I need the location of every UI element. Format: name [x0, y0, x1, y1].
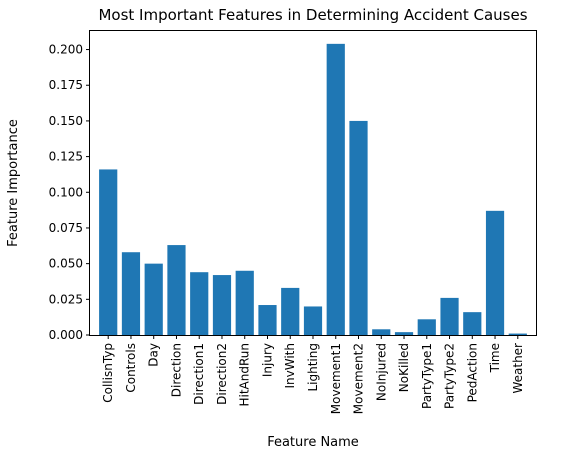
bar-direction2 — [212, 275, 232, 335]
bar-lighting — [303, 306, 323, 335]
x-tick-label: Time — [488, 343, 502, 373]
bar-movement1 — [326, 43, 345, 335]
bar-partytype1 — [417, 319, 436, 335]
bar-noinjured — [372, 329, 391, 335]
x-tick-label: Weather — [511, 343, 525, 394]
bar-weather — [508, 333, 527, 335]
y-axis-label: Feature Importance — [6, 119, 21, 247]
x-tick-label: InvWith — [283, 343, 297, 389]
y-tick-label: 0.050 — [49, 257, 83, 271]
bar-collisntyp — [99, 169, 118, 335]
x-axis-label: Feature Name — [267, 435, 359, 450]
y-tick-label: 0.025 — [49, 292, 83, 306]
x-tick-label: CollisnTyp — [101, 343, 115, 403]
bar-pedaction — [463, 312, 482, 335]
x-tick-label: NoInjured — [374, 343, 388, 401]
x-axis: CollisnTyp Controls Day Direction Direction1… — [101, 335, 525, 414]
y-axis: 0.000 0.025 0.050 0.075 0.100 0.125 0.150 0.175… — [49, 43, 90, 342]
bar-injury — [258, 305, 277, 335]
x-tick-label: Lighting — [306, 343, 320, 392]
y-tick-label: 0.200 — [49, 43, 83, 57]
chart-title: Most Important Features in Determining A… — [98, 6, 527, 24]
y-tick-label: 0.150 — [49, 114, 83, 128]
y-tick-label: 0.075 — [49, 221, 83, 235]
x-tick-label: Direction — [169, 343, 183, 397]
x-tick-label: Direction2 — [215, 343, 229, 405]
x-tick-label: Movement1 — [329, 343, 343, 414]
y-tick-label: 0.175 — [49, 78, 83, 92]
bar-controls — [121, 252, 141, 335]
x-tick-label: PartyType1 — [420, 343, 434, 409]
bar-partytype2 — [440, 297, 459, 335]
bars-group — [99, 43, 527, 335]
x-tick-label: Movement2 — [352, 343, 366, 414]
x-tick-label: Controls — [124, 343, 138, 393]
x-tick-label: PartyType2 — [443, 343, 457, 409]
x-tick-label: HitAndRun — [238, 343, 252, 407]
y-tick-label: 0.125 — [49, 150, 83, 164]
bar-direction — [167, 245, 186, 335]
bar-time — [485, 210, 505, 335]
y-tick-label: 0.000 — [49, 328, 83, 342]
bar-invwith — [281, 287, 300, 335]
bar-movement2 — [349, 120, 368, 335]
x-tick-label: NoKilled — [397, 343, 411, 392]
x-tick-label: Day — [147, 343, 161, 367]
plot-area-frame — [89, 30, 537, 336]
bar-direction1 — [190, 272, 209, 335]
x-tick-label: PedAction — [465, 343, 479, 402]
x-tick-label: Direction1 — [192, 343, 206, 405]
bar-day — [144, 263, 163, 335]
y-tick-label: 0.100 — [49, 185, 83, 199]
bar-nokilled — [394, 332, 414, 335]
x-tick-label: Injury — [260, 343, 274, 377]
bar-hitandrun — [235, 270, 254, 335]
